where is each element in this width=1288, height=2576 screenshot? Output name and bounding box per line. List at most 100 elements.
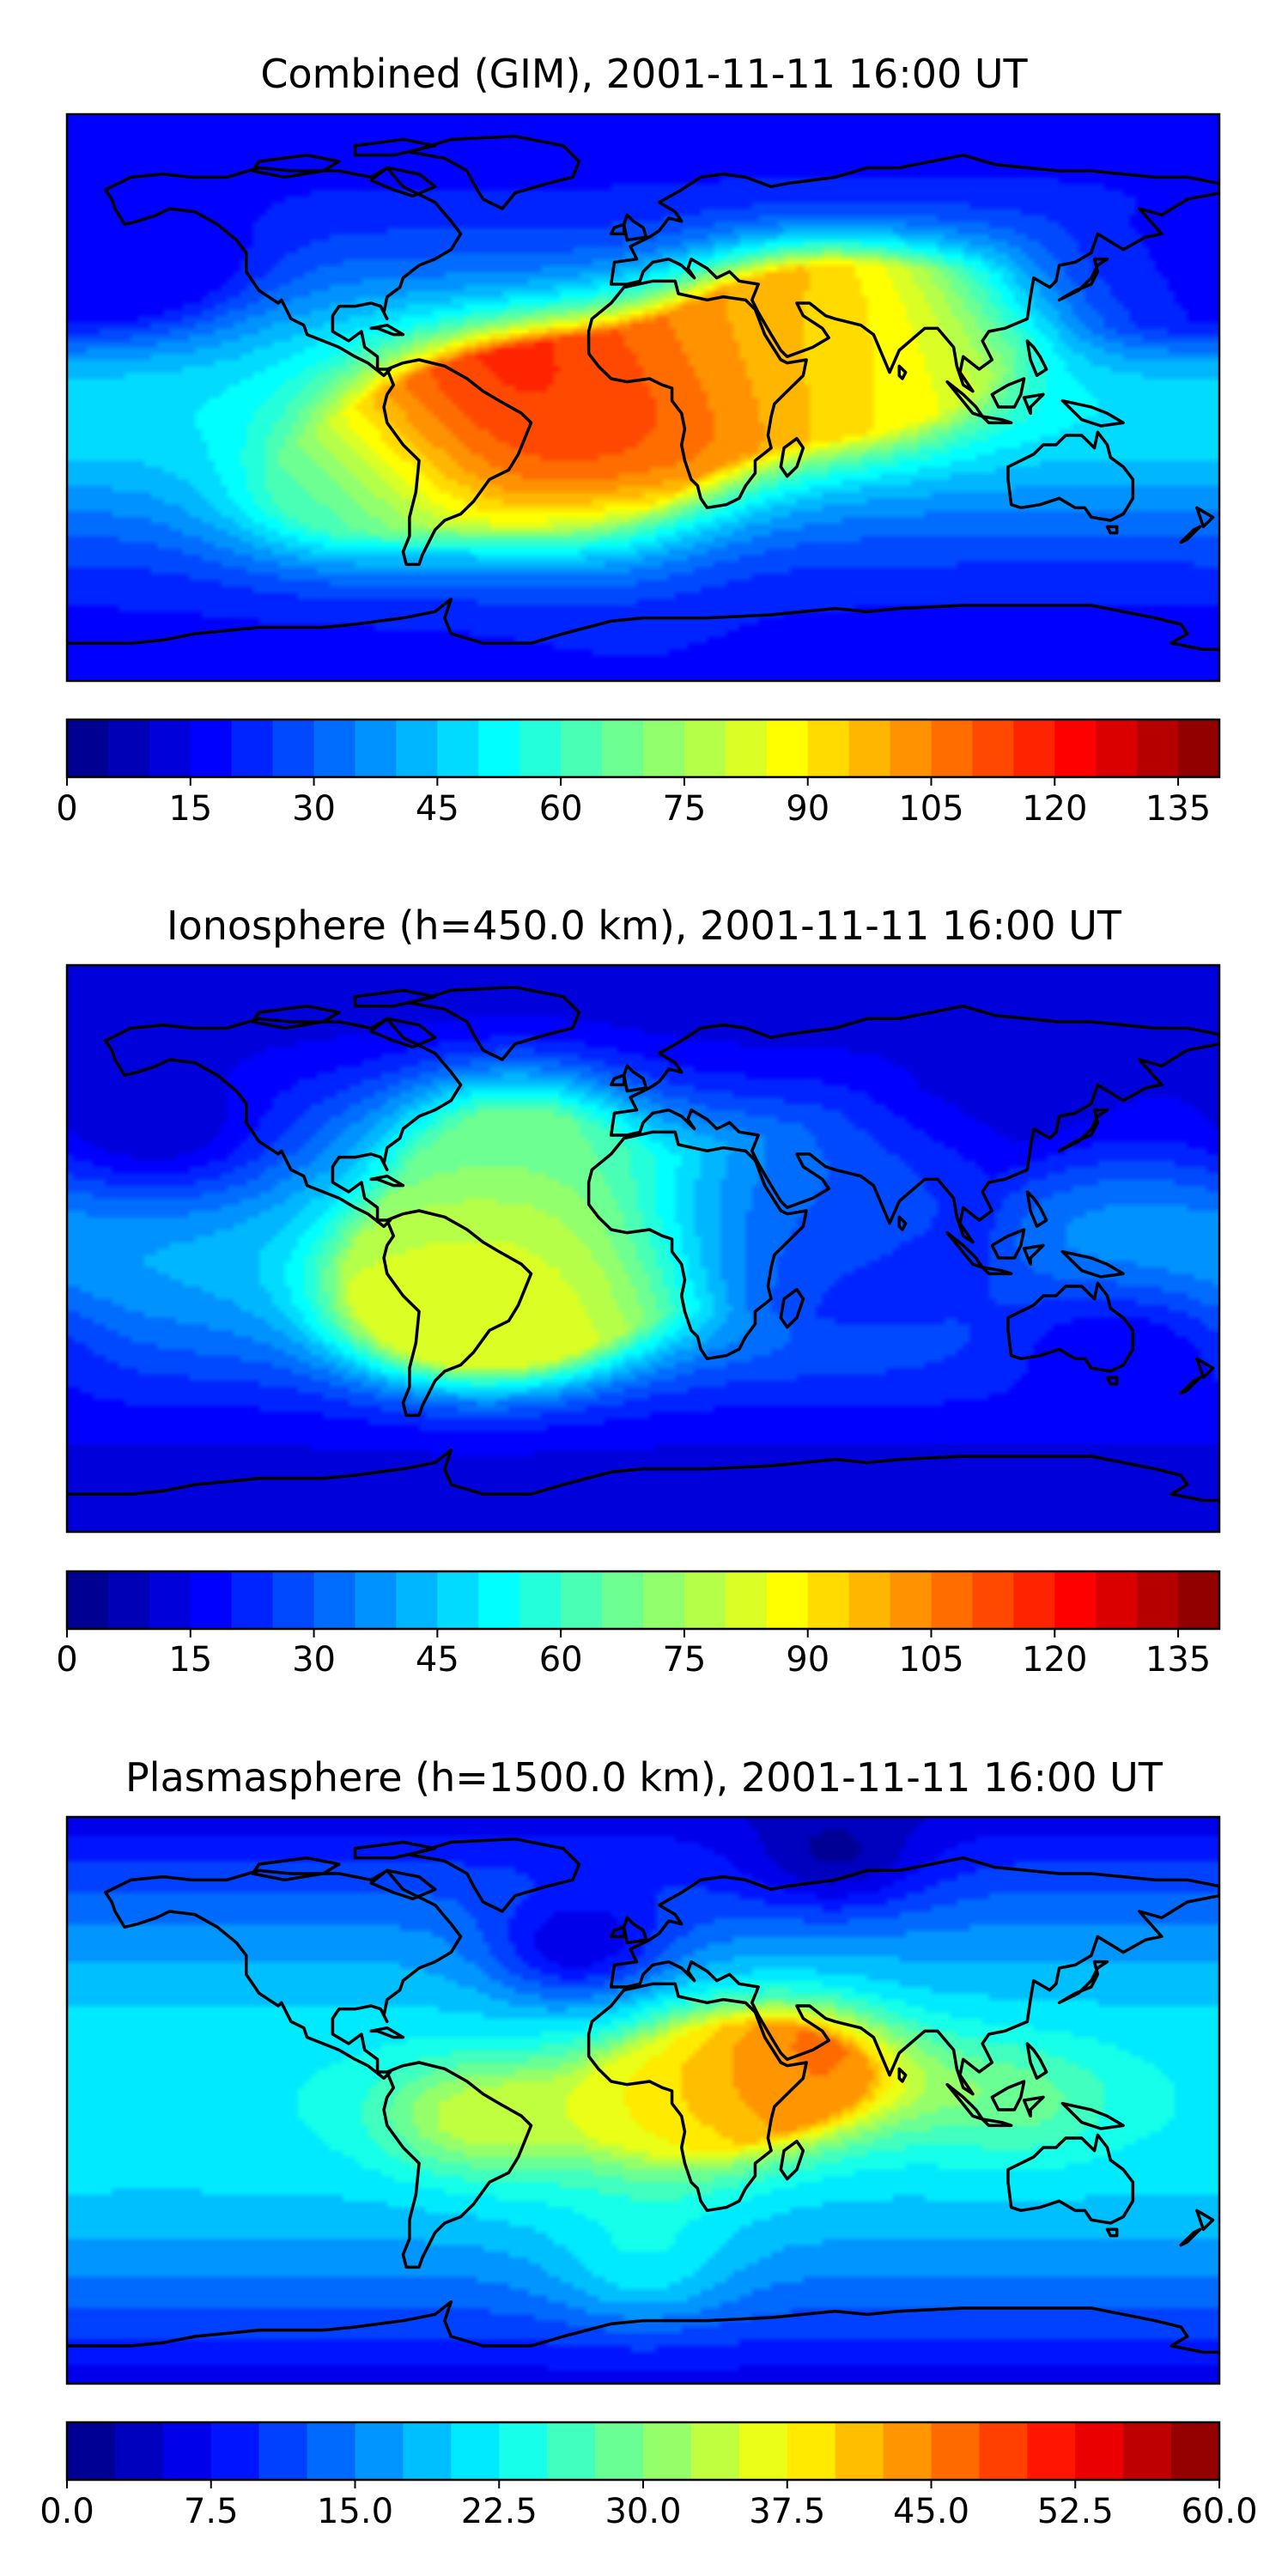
colorbar-tick-label: 15 — [168, 789, 212, 829]
colorbar-tick-label: 135 — [1145, 789, 1211, 829]
colorbar-tick-label: 120 — [1022, 1640, 1087, 1680]
colorbar-tick-label: 60 — [539, 789, 583, 829]
colorbar-bin — [210, 2422, 260, 2480]
colorbar-bin — [1171, 2422, 1220, 2480]
colorbar-tick-label: 120 — [1022, 789, 1087, 829]
colorbar-bin — [643, 2422, 692, 2480]
colorbar-bin — [848, 1571, 891, 1629]
colorbar-bin — [190, 1571, 233, 1629]
colorbar-bin — [835, 2422, 884, 2480]
colorbar-bin — [313, 720, 356, 777]
colorbar-bin — [972, 720, 1014, 777]
colorbar-bin — [1013, 1571, 1055, 1629]
colorbar-bin — [690, 2422, 740, 2480]
colorbar-bin — [437, 720, 479, 777]
colorbar-bin — [67, 1571, 109, 1629]
colorbar-bin — [602, 720, 644, 777]
colorbar-bin — [848, 720, 891, 777]
colorbar-tick-label: 30 — [292, 1640, 336, 1680]
colorbar-bin — [787, 2422, 836, 2480]
colorbar-bin — [1178, 720, 1220, 777]
colorbar-tick-label: 37.5 — [749, 2492, 825, 2531]
colorbar-bin — [272, 1571, 315, 1629]
map-frame — [65, 963, 1221, 1534]
colorbar-bin — [547, 2422, 596, 2480]
map-panel-1: Combined (GIM), 2001-11-11 16:00 UT 0 15 30… — [56, 51, 1221, 829]
colorbar-bin — [519, 1571, 562, 1629]
colorbar-tick-label: 0 — [56, 1640, 77, 1680]
colorbar-tick-label: 30.0 — [605, 2492, 681, 2531]
colorbar-bin — [1013, 720, 1055, 777]
colorbar-bin — [725, 720, 768, 777]
colorbar-bin — [1096, 1571, 1138, 1629]
colorbar-bin — [972, 1571, 1014, 1629]
map-panel-2: Ionosphere (h=450.0 km), 2001-11-11 16:0… — [56, 902, 1221, 1680]
colorbar-bin — [1178, 1571, 1220, 1629]
colorbar-tick-label: 52.5 — [1037, 2492, 1114, 2531]
colorbar-tick-label: 30 — [292, 789, 336, 829]
colorbar-bin — [149, 1571, 191, 1629]
colorbar-bin — [313, 1571, 356, 1629]
map-frame — [65, 1815, 1221, 2385]
colorbar-bin — [190, 720, 233, 777]
colorbar-bin — [1054, 720, 1097, 777]
colorbar-bin — [883, 2422, 933, 2480]
colorbar-bin — [478, 720, 520, 777]
colorbar-bin — [231, 720, 274, 777]
colorbar-bin — [931, 720, 974, 777]
colorbar-bin — [499, 2422, 548, 2480]
colorbar-tick-label: 135 — [1145, 1640, 1211, 1680]
colorbar-tick-label: 60.0 — [1181, 2492, 1257, 2531]
colorbar-tick-label: 45 — [416, 789, 459, 829]
colorbar-frame — [65, 1570, 1221, 1631]
colorbar-tick-label: 90 — [786, 789, 829, 829]
colorbar-bin — [437, 1571, 479, 1629]
colorbar-bin — [114, 2422, 164, 2480]
colorbar-bin — [396, 1571, 438, 1629]
map-panels: Combined (GIM), 2001-11-11 16:00 UT 0 15 30… — [39, 51, 1257, 2531]
colorbar-bin — [403, 2422, 452, 2480]
colorbar-bin — [519, 720, 562, 777]
colorbar-tick-label: 90 — [786, 1640, 829, 1680]
colorbar-bin — [766, 720, 809, 777]
colorbar-tick-label: 45 — [416, 1640, 459, 1680]
colorbar-bin — [272, 720, 315, 777]
colorbar-bin — [1096, 720, 1138, 777]
colorbar-bin — [683, 720, 726, 777]
colorbar: 0.0 7.5 15.0 22.5 30.0 37.5 45.0 52.5 60.0 — [39, 2421, 1258, 2531]
colorbar-bin — [931, 1571, 974, 1629]
colorbar-bin — [643, 720, 685, 777]
colorbar-bin — [107, 720, 150, 777]
colorbar-tick-label: 15.0 — [317, 2492, 393, 2531]
colorbar-bin — [307, 2422, 356, 2480]
colorbar-bin — [1027, 2422, 1076, 2480]
colorbar-tick-label: 22.5 — [461, 2492, 538, 2531]
colorbar-bin — [355, 1571, 398, 1629]
colorbar-bin — [149, 720, 191, 777]
colorbar-bin — [890, 720, 933, 777]
map-frame — [65, 112, 1221, 683]
colorbar-bin — [931, 2422, 981, 2480]
colorbar-bin — [1054, 1571, 1097, 1629]
colorbar-bin — [107, 1571, 150, 1629]
colorbar-frame — [65, 718, 1221, 779]
colorbar-bin — [1137, 1571, 1179, 1629]
colorbar-bin — [162, 2422, 212, 2480]
colorbar-bin — [478, 1571, 520, 1629]
colorbar-tick-label: 75 — [662, 1640, 706, 1680]
colorbar-bin — [1075, 2422, 1124, 2480]
colorbar-tick-label: 75 — [662, 789, 706, 829]
colorbar-tick-label: 0.0 — [39, 2492, 94, 2531]
colorbar-tick-label: 105 — [898, 789, 963, 829]
colorbar-bin — [602, 1571, 644, 1629]
colorbar: 0 15 30 45 60 75 90 105 120 135 — [56, 718, 1221, 829]
colorbar-bin — [396, 720, 438, 777]
colorbar-bin — [766, 1571, 809, 1629]
colorbar-bin — [561, 1571, 603, 1629]
colorbar-bin — [451, 2422, 500, 2480]
colorbar-bin — [355, 2422, 404, 2480]
panel-title: Combined (GIM), 2001-11-11 16:00 UT — [260, 51, 1028, 97]
colorbar-bin — [355, 720, 398, 777]
panel-title: Ionosphere (h=450.0 km), 2001-11-11 16:0… — [167, 902, 1122, 949]
